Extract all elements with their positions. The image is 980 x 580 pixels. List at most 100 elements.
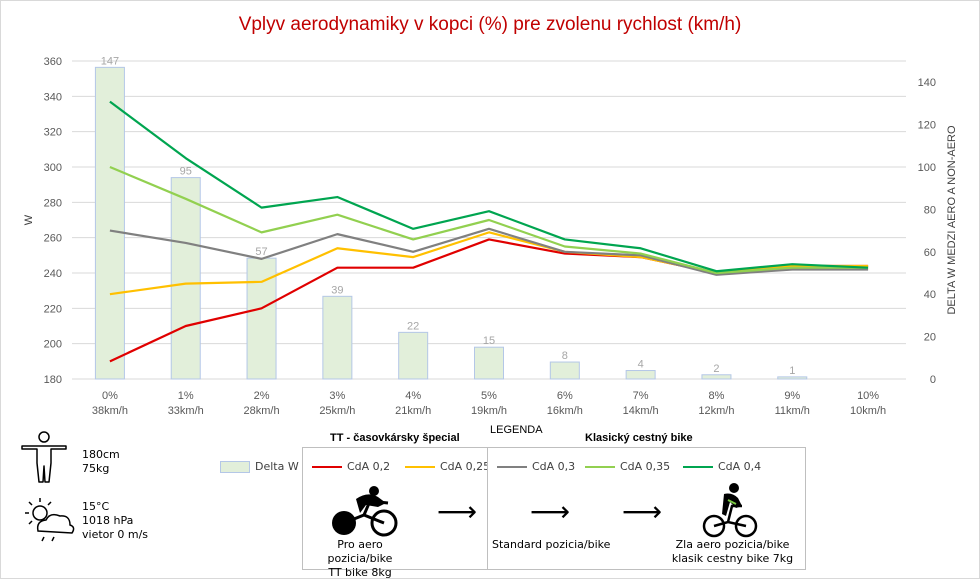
x-tick-label: 0% — [102, 390, 118, 402]
y-tick-label: 180 — [44, 374, 62, 386]
klasik-legend-box — [487, 447, 806, 570]
x-tick-label: 7% — [633, 390, 649, 402]
y2-tick-label: 80 — [924, 204, 936, 216]
x-tick-label: 6% — [557, 390, 573, 402]
x-tick-label: 4% — [405, 390, 421, 402]
series-line-2 — [109, 227, 869, 276]
bar-data-label: 39 — [331, 284, 343, 296]
x-tick-sublabel: 28km/h — [244, 405, 280, 417]
tt-header: TT - časovkársky špecial — [330, 432, 460, 444]
x-tick-label: 3% — [329, 390, 345, 402]
x-tick-sublabel: 19km/h — [471, 405, 507, 417]
x-tick-sublabel: 21km/h — [395, 405, 431, 417]
x-tick-label: 9% — [784, 390, 800, 402]
bar-data-label: 4 — [638, 359, 644, 371]
y-tick-label: 280 — [44, 197, 62, 209]
person-icon — [21, 431, 67, 483]
klasik-caption-line1: Zla aero pozicia/bike — [675, 538, 790, 551]
delta-bar — [777, 376, 808, 380]
legend-title: LEGENDA — [490, 424, 543, 436]
arrow-icon-3: ⟶ — [622, 495, 663, 528]
y2-tick-label: 120 — [918, 120, 936, 132]
legend-cda-035-label: CdA 0,35 — [620, 460, 671, 473]
bar-data-label: 8 — [562, 350, 568, 362]
x-tick-label: 8% — [709, 390, 725, 402]
y-tick-label: 240 — [44, 268, 62, 280]
delta-bar — [94, 66, 125, 380]
y2-axis-label: DELTA W MEDZI AERO A NON-AERO — [946, 125, 958, 315]
bar-data-label: 95 — [180, 166, 192, 178]
weather-info: 15°C 1018 hPa vietor 0 m/s — [82, 500, 148, 542]
y2-tick-label: 40 — [924, 289, 936, 301]
tt-caption-line1: Pro aero pozicia/bike — [327, 538, 393, 565]
rider-info: 180cm 75kg — [82, 448, 120, 476]
y2-tick-label: 100 — [918, 162, 936, 174]
weather-pressure: 1018 hPa — [82, 514, 134, 527]
x-tick-sublabel: 10km/h — [850, 405, 886, 417]
x-tick-sublabel: 14km/h — [623, 405, 659, 417]
tt-bike-icon — [332, 486, 398, 537]
weather-wind: vietor 0 m/s — [82, 528, 149, 541]
bar-data-label: 57 — [255, 246, 267, 258]
x-tick-sublabel: 11km/h — [775, 405, 810, 417]
series-line-1 — [109, 231, 869, 296]
delta-bar — [170, 177, 201, 380]
road-bike-icon — [702, 483, 758, 538]
chart-plot: 147 95 57 39 22 15 8 4 2 1 180 200 220 240 260 280 300 3… — [23, 55, 958, 417]
tt-caption: Pro aero pozicia/bike TT bike 8kg — [305, 538, 415, 580]
legend-delta-w-swatch — [220, 460, 250, 473]
y2-tick-label: 20 — [924, 332, 936, 344]
bar-data-label: 15 — [483, 335, 495, 347]
x-tick-sublabel: 25km/h — [319, 405, 355, 417]
y-tick-label: 300 — [44, 162, 62, 174]
x-tick-sublabel: 38km/h — [92, 405, 128, 417]
x-tick-label: 1% — [178, 390, 194, 402]
arrow-icon-2: ⟶ — [530, 495, 571, 528]
delta-bar — [474, 346, 504, 380]
bar-data-label: 1 — [789, 365, 795, 377]
legend-cda-03-swatch — [497, 465, 527, 468]
bar-data-label: 2 — [713, 363, 719, 375]
legend-cda-02: CdA 0,2 — [312, 460, 390, 473]
y-axis-label: W — [23, 214, 35, 225]
legend-cda-04-label: CdA 0,4 — [718, 460, 762, 473]
legend-cda-025: CdA 0,25 — [405, 460, 490, 473]
series-line-4 — [109, 100, 869, 273]
legend-cda-04: CdA 0,4 — [683, 460, 761, 473]
rider-height: 180cm — [82, 448, 120, 461]
tt-legend-box — [302, 447, 489, 570]
delta-bar — [549, 361, 580, 380]
klasik-header: Klasický cestný bike — [585, 432, 693, 444]
klasik-caption: Zla aero pozicia/bike klasik cestny bike… — [670, 538, 795, 566]
legend-cda-025-swatch — [405, 465, 435, 468]
x-tick-sublabel: 33km/h — [168, 405, 204, 417]
legend-cda-02-swatch — [312, 465, 342, 468]
klasik-caption-line2: klasik cestny bike 7kg — [671, 552, 794, 565]
bar-data-label: 22 — [407, 320, 419, 332]
y-tick-label: 340 — [44, 91, 62, 103]
x-tick-label: 2% — [254, 390, 270, 402]
legend-cda-035: CdA 0,35 — [585, 460, 670, 473]
y-tick-label: 360 — [44, 56, 62, 68]
y-tick-label: 220 — [44, 303, 62, 315]
legend-cda-035-swatch — [585, 465, 615, 468]
legend-cda-04-swatch — [683, 465, 713, 468]
delta-bar — [322, 295, 353, 380]
legend-cda-02-label: CdA 0,2 — [347, 460, 391, 473]
y-tick-label: 260 — [44, 233, 62, 245]
chart-title: Vplyv aerodynamiky v kopci (%) pre zvole… — [238, 14, 742, 35]
delta-bar — [398, 331, 429, 380]
y-tick-label: 200 — [44, 339, 62, 351]
y2-tick-label: 60 — [924, 247, 936, 259]
x-tick-sublabel: 16km/h — [547, 405, 583, 417]
delta-bar — [701, 374, 732, 380]
legend-cda-025-label: CdA 0,25 — [440, 460, 491, 473]
y-tick-label: 320 — [44, 127, 62, 139]
arrow-icon-1: ⟶ — [437, 495, 478, 528]
x-tick-label: 10% — [857, 390, 879, 402]
x-tick-sublabel: 12km/h — [698, 405, 734, 417]
x-tick-label: 5% — [481, 390, 497, 402]
y2-tick-label: 140 — [918, 77, 936, 89]
bar-data-label: 147 — [101, 55, 119, 67]
legend-delta-w-label: Delta W — [255, 460, 299, 473]
